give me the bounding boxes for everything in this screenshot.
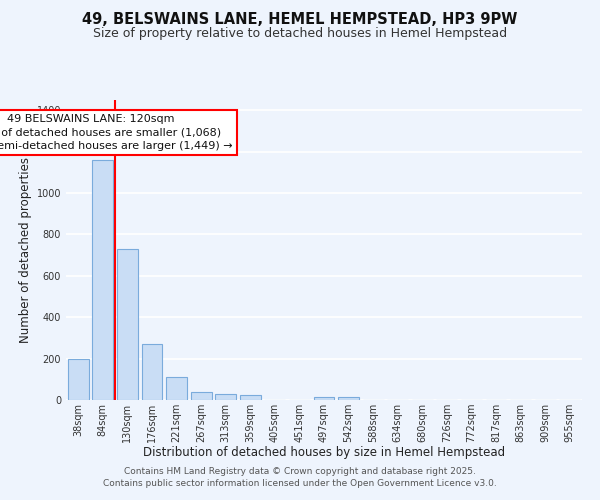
Bar bbox=[92, 160, 113, 400]
X-axis label: Distribution of detached houses by size in Hemel Hempstead: Distribution of detached houses by size … bbox=[143, 446, 505, 460]
Y-axis label: Number of detached properties: Number of detached properties bbox=[19, 157, 32, 343]
Text: Contains HM Land Registry data © Crown copyright and database right 2025.
Contai: Contains HM Land Registry data © Crown c… bbox=[103, 466, 497, 487]
Bar bbox=[338, 397, 359, 400]
Text: 49 BELSWAINS LANE: 120sqm
← 42% of detached houses are smaller (1,068)
57% of se: 49 BELSWAINS LANE: 120sqm ← 42% of detac… bbox=[0, 114, 232, 151]
Bar bbox=[117, 249, 138, 400]
Bar bbox=[240, 395, 261, 400]
Text: Size of property relative to detached houses in Hemel Hempstead: Size of property relative to detached ho… bbox=[93, 28, 507, 40]
Bar bbox=[166, 377, 187, 400]
Bar bbox=[142, 344, 163, 400]
Text: 49, BELSWAINS LANE, HEMEL HEMPSTEAD, HP3 9PW: 49, BELSWAINS LANE, HEMEL HEMPSTEAD, HP3… bbox=[82, 12, 518, 28]
Bar bbox=[215, 394, 236, 400]
Bar bbox=[68, 358, 89, 400]
Bar bbox=[314, 397, 334, 400]
Bar bbox=[191, 392, 212, 400]
